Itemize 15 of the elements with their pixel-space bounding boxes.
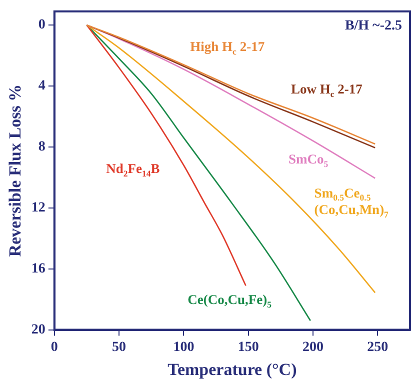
x-tick-label: 50	[112, 340, 126, 355]
x-tick-label: 100	[173, 340, 194, 355]
y-tick-label: 16	[31, 261, 46, 276]
x-tick-label: 250	[367, 340, 388, 355]
y-tick-label: 20	[31, 322, 46, 338]
x-axis-title: Temperature (°C)	[168, 360, 297, 380]
y-axis-title: Reversible Flux Loss %	[6, 84, 25, 257]
y-tick-label: 0	[38, 18, 46, 33]
y-tick-label: 8	[38, 140, 46, 155]
x-tick-label: 0	[50, 340, 58, 355]
y-tick-label: 4	[38, 78, 46, 94]
annotation: B/H ~-2.5	[344, 18, 402, 34]
y-tick-label: 12	[31, 200, 46, 216]
x-tick-label: 200	[302, 340, 324, 355]
x-tick-label: 150	[238, 340, 259, 355]
